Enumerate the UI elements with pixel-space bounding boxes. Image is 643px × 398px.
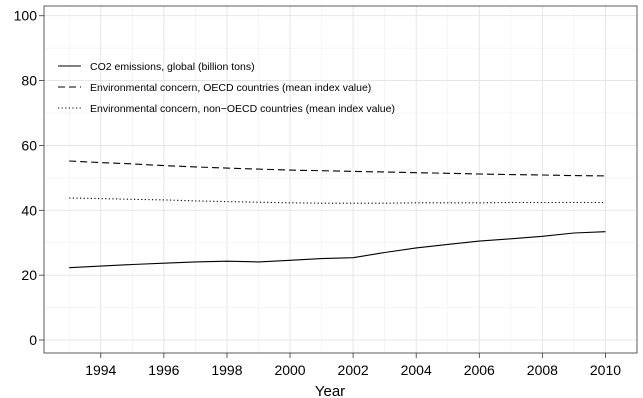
x-axis: 1994 1996 1998 2000 2002 2004 2006 2008 2010 [85,353,621,378]
legend-item-2: Environmental concern, OECD countries (m… [58,82,371,94]
y-tick-label: 20 [21,267,37,283]
series-lines [69,160,606,269]
x-tick-label: 2008 [527,362,558,378]
x-tick-label: 2004 [401,362,432,378]
series-line-3 [69,197,606,204]
plot-panel-border [43,5,638,354]
legend: CO2 emissions, global (billion tons) Envi… [58,61,395,115]
x-tick-label: 1994 [85,362,116,378]
x-axis-label: Year [315,383,345,398]
x-tick-label: 1998 [211,362,242,378]
legend-item-1: CO2 emissions, global (billion tons) [58,61,255,73]
legend-label: Environmental concern, non−OECD countrie… [90,103,395,115]
x-tick-label: 1996 [148,362,179,378]
y-tick-label: 80 [21,73,37,89]
y-tick-label: 60 [21,137,37,153]
legend-item-3: Environmental concern, non−OECD countrie… [58,103,395,115]
y-axis: 0 20 40 60 80 100 [14,8,44,348]
y-tick-label: 0 [29,332,37,348]
series-line-1 [69,231,606,269]
grid-lines [44,6,637,353]
x-tick-label: 2006 [464,362,495,378]
x-tick-label: 2002 [338,362,369,378]
y-tick-label: 100 [14,8,38,24]
legend-label: CO2 emissions, global (billion tons) [90,61,255,73]
y-tick-label: 40 [21,202,37,218]
legend-label: Environmental concern, OECD countries (m… [90,82,371,94]
x-tick-label: 2010 [590,362,621,378]
series-line-2 [69,160,606,177]
x-tick-label: 2000 [274,362,305,378]
